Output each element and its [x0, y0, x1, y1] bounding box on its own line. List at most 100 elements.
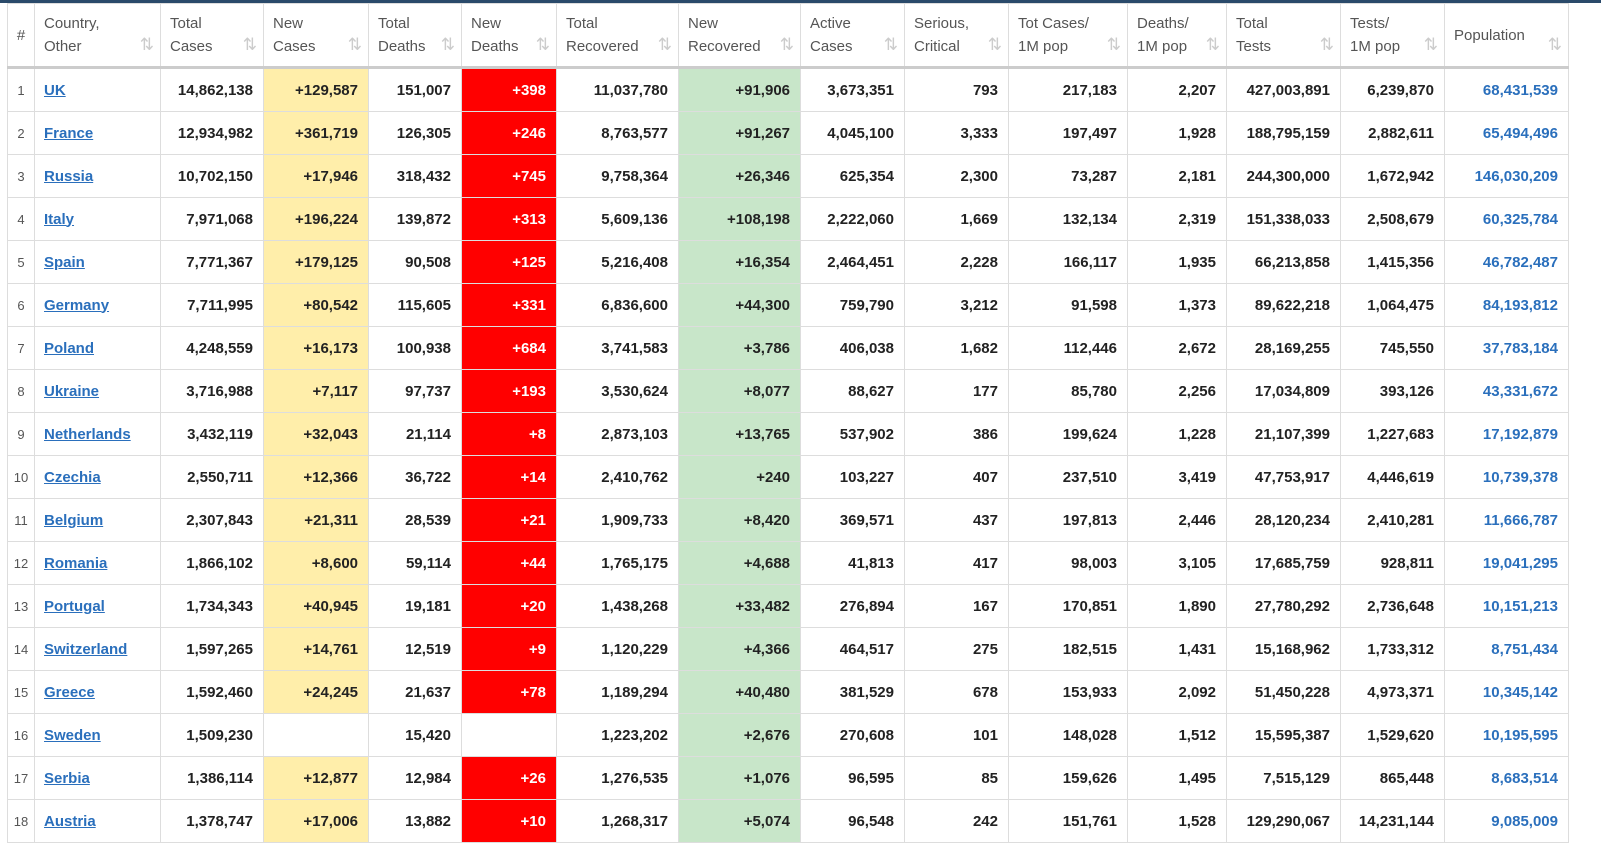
- country-cell: UK: [34, 67, 161, 112]
- country-link[interactable]: Czechia: [44, 468, 101, 486]
- cell: 3,716,988: [160, 369, 264, 413]
- header-text: Deaths: [378, 38, 426, 55]
- cell: 2,882,611: [1340, 111, 1445, 155]
- cell: +125: [461, 240, 557, 284]
- cell: +21,311: [263, 498, 369, 542]
- cell: 2,410,281: [1340, 498, 1445, 542]
- cell: 1,529,620: [1340, 713, 1445, 757]
- header-text: Total: [1236, 15, 1268, 32]
- cell: +80,542: [263, 283, 369, 327]
- column-header[interactable]: Total Tests: [1226, 3, 1341, 69]
- column-header[interactable]: Country, Other: [34, 3, 161, 69]
- header-text: Cases: [273, 38, 316, 55]
- cell: 1,682: [904, 326, 1009, 370]
- cell: 46,782,487: [1444, 240, 1569, 284]
- top-bar: [0, 0, 1601, 3]
- country-link[interactable]: Romania: [44, 554, 108, 572]
- cell: 15: [7, 670, 35, 714]
- header-text: Serious,: [914, 15, 970, 32]
- cell: 1,227,683: [1340, 412, 1445, 456]
- country-link[interactable]: Belgium: [44, 511, 104, 529]
- cell: 73,287: [1008, 154, 1128, 198]
- header-text: 1M pop: [1018, 38, 1069, 55]
- column-header[interactable]: Deaths/1M pop: [1127, 3, 1227, 69]
- cell: 2,508,679: [1340, 197, 1445, 241]
- table-row: 7 Poland 4,248,559 +16,173 100,938 +684 3,741,…: [7, 326, 1569, 370]
- cell: +7,117: [263, 369, 369, 413]
- column-header[interactable]: Total Cases: [160, 3, 264, 69]
- header-text: Country,: [44, 15, 100, 32]
- country-link[interactable]: Sweden: [44, 726, 101, 744]
- cell: 2: [7, 111, 35, 155]
- cell: 19,041,295: [1444, 541, 1569, 585]
- cell: 4,045,100: [800, 111, 905, 155]
- column-header[interactable]: Active Cases: [800, 3, 905, 69]
- cell: 151,761: [1008, 799, 1128, 843]
- cell: 1,765,175: [556, 541, 679, 585]
- column-header[interactable]: New Recovered: [678, 3, 801, 69]
- cell: 1,866,102: [160, 541, 264, 585]
- country-link[interactable]: Russia: [44, 167, 94, 185]
- country-link[interactable]: Switzerland: [44, 640, 128, 658]
- cell: 85: [904, 756, 1009, 800]
- cell: 16: [7, 713, 35, 757]
- cell: 1,669: [904, 197, 1009, 241]
- cell: +240: [678, 455, 801, 499]
- cell: 167: [904, 584, 1009, 628]
- cell: 12,934,982: [160, 111, 264, 155]
- country-link[interactable]: Serbia: [44, 769, 90, 787]
- cell: 4: [7, 197, 35, 241]
- column-header[interactable]: Serious, Critical: [904, 3, 1009, 69]
- country-link[interactable]: France: [44, 124, 94, 142]
- cell: +33,482: [678, 584, 801, 628]
- table-row: 4 Italy 7,971,068 +196,224 139,872 +313 5,609,…: [7, 197, 1569, 241]
- cell: +8: [461, 412, 557, 456]
- cell: 8: [7, 369, 35, 413]
- cell: 151,338,033: [1226, 197, 1341, 241]
- column-header[interactable]: New Deaths: [461, 3, 557, 69]
- country-link[interactable]: Netherlands: [44, 425, 131, 443]
- table-row: 3 Russia 10,702,150 +17,946 318,432 +745 9,758…: [7, 154, 1569, 198]
- country-link[interactable]: Poland: [44, 339, 95, 357]
- cell: +20: [461, 584, 557, 628]
- cell: 3,432,119: [160, 412, 264, 456]
- country-link[interactable]: Portugal: [44, 597, 105, 615]
- cell: 1,928: [1127, 111, 1227, 155]
- cell: 427,003,891: [1226, 67, 1341, 112]
- cell: 28,169,255: [1226, 326, 1341, 370]
- cell: 5,609,136: [556, 197, 679, 241]
- country-link[interactable]: Ukraine: [44, 382, 100, 400]
- cell: 2,181: [1127, 154, 1227, 198]
- column-header[interactable]: Tests/1M pop: [1340, 3, 1445, 69]
- cell: [461, 713, 557, 757]
- header-text: New: [688, 15, 719, 32]
- cell: 2,300: [904, 154, 1009, 198]
- cell: +2,676: [678, 713, 801, 757]
- cell: +91,267: [678, 111, 801, 155]
- cell: 68,431,539: [1444, 67, 1569, 112]
- cell: 10,195,595: [1444, 713, 1569, 757]
- country-cell: Greece: [34, 670, 161, 714]
- cell: 85,780: [1008, 369, 1128, 413]
- country-link[interactable]: UK: [44, 81, 66, 99]
- cell: 244,300,000: [1226, 154, 1341, 198]
- cell: +17,006: [263, 799, 369, 843]
- column-header[interactable]: Tot Cases/1M pop: [1008, 3, 1128, 69]
- country-link[interactable]: Germany: [44, 296, 110, 314]
- cell: 19,181: [368, 584, 462, 628]
- cell: +16,354: [678, 240, 801, 284]
- column-header[interactable]: Population: [1444, 3, 1569, 69]
- header-text: Deaths: [471, 38, 519, 55]
- table-head: # Country, Other Total Cases New Cases Total Dea…: [7, 3, 1569, 69]
- country-link[interactable]: Greece: [44, 683, 95, 701]
- country-link[interactable]: Italy: [44, 210, 75, 228]
- cell: 66,213,858: [1226, 240, 1341, 284]
- cell: +40,945: [263, 584, 369, 628]
- country-link[interactable]: Spain: [44, 253, 85, 271]
- column-header[interactable]: Total Deaths: [368, 3, 462, 69]
- column-header[interactable]: Total Recovered: [556, 3, 679, 69]
- country-link[interactable]: Austria: [44, 812, 96, 830]
- cell: 464,517: [800, 627, 905, 671]
- column-header[interactable]: New Cases: [263, 3, 369, 69]
- cell: +745: [461, 154, 557, 198]
